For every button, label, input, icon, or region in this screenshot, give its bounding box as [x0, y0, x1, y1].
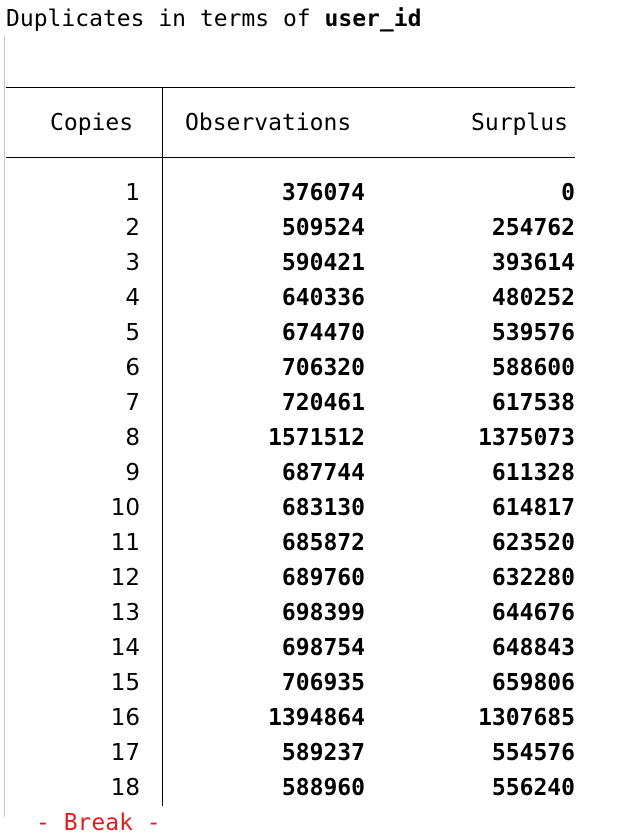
cell-observations: 1571512 — [268, 425, 365, 451]
table-row: 7 720461 617538 — [0, 386, 624, 421]
cell-surplus: 648843 — [491, 635, 575, 661]
table-title: Duplicates in terms of user_id — [6, 4, 421, 34]
output-left-border — [4, 36, 5, 817]
cell-copies: 1 — [125, 180, 140, 206]
cell-surplus: 617538 — [491, 390, 575, 416]
cell-copies: 18 — [110, 775, 140, 801]
table-row: 12 689760 632280 — [0, 561, 624, 596]
table-row: 4 640336 480252 — [0, 281, 624, 316]
cell-observations: 689760 — [281, 565, 365, 591]
cell-surplus: 539576 — [491, 320, 575, 346]
table-body: 1 376074 0 2 509524 254762 3 590421 393614 4 64033… — [0, 176, 624, 806]
cell-surplus: 659806 — [491, 670, 575, 696]
cell-surplus: 623520 — [491, 530, 575, 556]
table-row: 15 706935 659806 — [0, 666, 624, 701]
cell-copies: 2 — [125, 215, 140, 241]
cell-observations: 1394864 — [268, 705, 365, 731]
cell-surplus: 556240 — [491, 775, 575, 801]
cell-observations: 640336 — [281, 285, 365, 311]
cell-observations: 720461 — [281, 390, 365, 416]
header-surplus: Surplus — [471, 110, 568, 136]
cell-copies: 3 — [125, 250, 140, 276]
cell-surplus: 644676 — [491, 600, 575, 626]
cell-copies: 8 — [125, 425, 140, 451]
cell-observations: 698399 — [281, 600, 365, 626]
table-row: 13 698399 644676 — [0, 596, 624, 631]
cell-observations: 698754 — [281, 635, 365, 661]
cell-surplus: 1375073 — [478, 425, 575, 451]
cell-copies: 11 — [110, 530, 140, 556]
cell-observations: 706320 — [281, 355, 365, 381]
cell-surplus: 393614 — [491, 250, 575, 276]
cell-copies: 10 — [110, 495, 140, 521]
cell-observations: 685872 — [281, 530, 365, 556]
cell-observations: 687744 — [281, 460, 365, 486]
cell-copies: 5 — [125, 320, 140, 346]
table-row: 8 1571512 1375073 — [0, 421, 624, 456]
cell-observations: 590421 — [281, 250, 365, 276]
cell-surplus: 611328 — [491, 460, 575, 486]
cell-copies: 13 — [110, 600, 140, 626]
cell-copies: 4 — [125, 285, 140, 311]
cell-copies: 15 — [110, 670, 140, 696]
cell-copies: 12 — [110, 565, 140, 591]
table-row: 18 588960 556240 — [0, 771, 624, 806]
cell-copies: 6 — [125, 355, 140, 381]
table-row: 5 674470 539576 — [0, 316, 624, 351]
cell-observations: 683130 — [281, 495, 365, 521]
table-row: 11 685872 623520 — [0, 526, 624, 561]
cell-surplus: 254762 — [491, 215, 575, 241]
title-variable: user_id — [324, 6, 422, 32]
table-row: 3 590421 393614 — [0, 246, 624, 281]
cell-observations: 706935 — [281, 670, 365, 696]
cell-surplus: 480252 — [491, 285, 575, 311]
continuation-marker: - Break - — [36, 810, 161, 836]
table-row: 10 683130 614817 — [0, 491, 624, 526]
table-top-rule — [6, 87, 575, 88]
cell-observations: 588960 — [281, 775, 365, 801]
table-column-divider — [162, 88, 163, 806]
cell-copies: 9 — [125, 460, 140, 486]
table-row: 14 698754 648843 — [0, 631, 624, 666]
cell-observations: 509524 — [281, 215, 365, 241]
cell-copies: 17 — [110, 740, 140, 766]
table-row: 6 706320 588600 — [0, 351, 624, 386]
table-row: 9 687744 611328 — [0, 456, 624, 491]
cell-surplus: 1307685 — [478, 705, 575, 731]
table-header-rule — [6, 157, 575, 158]
cell-copies: 7 — [125, 390, 140, 416]
cell-surplus: 588600 — [491, 355, 575, 381]
table-row: 17 589237 554576 — [0, 736, 624, 771]
cell-observations: 376074 — [281, 180, 365, 206]
table-row: 2 509524 254762 — [0, 211, 624, 246]
cell-surplus: 632280 — [491, 565, 575, 591]
cell-surplus: 554576 — [491, 740, 575, 766]
table-row: 1 376074 0 — [0, 176, 624, 211]
cell-copies: 14 — [110, 635, 140, 661]
header-copies: Copies — [50, 110, 134, 136]
cell-surplus: 0 — [561, 180, 575, 206]
table-row: 16 1394864 1307685 — [0, 701, 624, 736]
title-prefix: Duplicates in terms of — [6, 6, 325, 32]
cell-observations: 589237 — [281, 740, 365, 766]
cell-copies: 16 — [110, 705, 140, 731]
cell-surplus: 614817 — [491, 495, 575, 521]
header-observations: Observations — [185, 110, 352, 136]
cell-observations: 674470 — [281, 320, 365, 346]
